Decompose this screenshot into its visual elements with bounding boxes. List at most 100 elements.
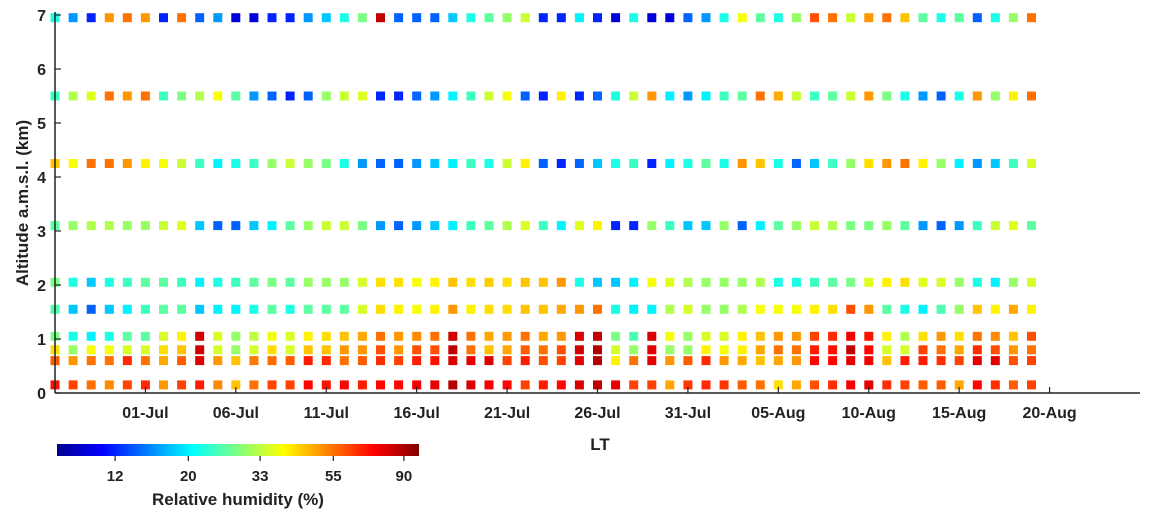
data-point bbox=[231, 159, 241, 168]
data-point bbox=[773, 380, 783, 390]
data-point bbox=[249, 91, 259, 101]
data-point bbox=[719, 277, 729, 287]
data-point bbox=[357, 356, 367, 366]
data-point bbox=[882, 331, 892, 341]
data-point bbox=[140, 91, 150, 101]
data-point bbox=[755, 380, 765, 390]
data-point bbox=[828, 277, 838, 287]
y-axis-ticks: 0 1 2 3 4 5 6 7 bbox=[37, 8, 61, 403]
data-point bbox=[303, 91, 313, 101]
data-point bbox=[683, 13, 693, 23]
data-point bbox=[701, 304, 711, 314]
data-point bbox=[394, 304, 404, 314]
data-point bbox=[321, 356, 331, 366]
data-point bbox=[828, 331, 838, 341]
data-point bbox=[972, 331, 982, 341]
data-point bbox=[574, 345, 584, 355]
data-point bbox=[249, 159, 259, 168]
data-point bbox=[177, 277, 187, 287]
data-point bbox=[321, 304, 331, 314]
data-point bbox=[213, 159, 223, 168]
data-point bbox=[611, 304, 621, 314]
data-point bbox=[520, 380, 530, 390]
x-tick-label: 06-Jul bbox=[213, 405, 259, 422]
data-point bbox=[466, 331, 476, 341]
data-point bbox=[737, 304, 747, 314]
data-point bbox=[972, 345, 982, 355]
data-point bbox=[1008, 331, 1018, 341]
data-point bbox=[611, 13, 621, 23]
colorbar bbox=[57, 444, 419, 456]
data-point bbox=[159, 277, 168, 287]
data-point bbox=[593, 345, 602, 355]
data-point bbox=[954, 91, 964, 101]
data-point bbox=[502, 356, 512, 366]
data-point bbox=[810, 159, 819, 168]
data-point bbox=[285, 13, 295, 23]
x-tick-label: 01-Jul bbox=[122, 405, 168, 422]
data-point bbox=[321, 380, 331, 390]
data-point bbox=[665, 91, 675, 101]
data-point bbox=[737, 159, 747, 168]
data-point bbox=[538, 91, 548, 101]
data-point bbox=[936, 221, 946, 231]
data-point bbox=[195, 91, 205, 101]
data-point bbox=[412, 13, 422, 23]
data-point bbox=[231, 277, 241, 287]
data-point bbox=[122, 380, 132, 390]
data-point bbox=[339, 380, 349, 390]
data-point bbox=[376, 331, 385, 341]
data-point bbox=[864, 221, 874, 231]
data-point bbox=[159, 380, 168, 390]
data-point bbox=[520, 345, 530, 355]
data-point bbox=[918, 91, 928, 101]
data-point bbox=[900, 380, 910, 390]
data-point bbox=[556, 13, 566, 23]
data-point bbox=[303, 13, 313, 23]
data-point bbox=[267, 277, 277, 287]
data-point bbox=[213, 380, 223, 390]
data-point bbox=[936, 345, 946, 355]
data-point bbox=[755, 159, 765, 168]
data-point bbox=[430, 356, 440, 366]
data-point bbox=[86, 277, 96, 287]
data-point bbox=[701, 159, 711, 168]
y-tick-label: 6 bbox=[37, 62, 46, 79]
data-point bbox=[412, 380, 422, 390]
data-point bbox=[593, 159, 602, 168]
data-point bbox=[538, 13, 548, 23]
data-point bbox=[918, 345, 928, 355]
data-point bbox=[846, 13, 856, 23]
data-point bbox=[954, 356, 964, 366]
data-point bbox=[1027, 277, 1036, 287]
data-point bbox=[972, 277, 982, 287]
data-point bbox=[1027, 380, 1036, 390]
data-point bbox=[882, 13, 892, 23]
data-point bbox=[448, 356, 458, 366]
data-point bbox=[954, 159, 964, 168]
data-point bbox=[647, 13, 657, 23]
data-point bbox=[918, 221, 928, 231]
data-point bbox=[611, 221, 621, 231]
data-point bbox=[448, 91, 458, 101]
data-point bbox=[556, 159, 566, 168]
data-point bbox=[882, 91, 892, 101]
data-point bbox=[773, 331, 783, 341]
data-point bbox=[791, 356, 801, 366]
data-point bbox=[791, 277, 801, 287]
data-point bbox=[918, 159, 928, 168]
data-point bbox=[556, 345, 566, 355]
data-point bbox=[791, 380, 801, 390]
data-point bbox=[140, 159, 150, 168]
data-point bbox=[86, 345, 96, 355]
data-point bbox=[936, 356, 946, 366]
data-point bbox=[140, 221, 150, 231]
data-point bbox=[231, 345, 241, 355]
data-point bbox=[629, 356, 639, 366]
data-point bbox=[954, 345, 964, 355]
data-point bbox=[195, 331, 205, 341]
data-point bbox=[213, 304, 223, 314]
data-point bbox=[629, 331, 639, 341]
data-point bbox=[68, 331, 78, 341]
data-point bbox=[683, 331, 693, 341]
